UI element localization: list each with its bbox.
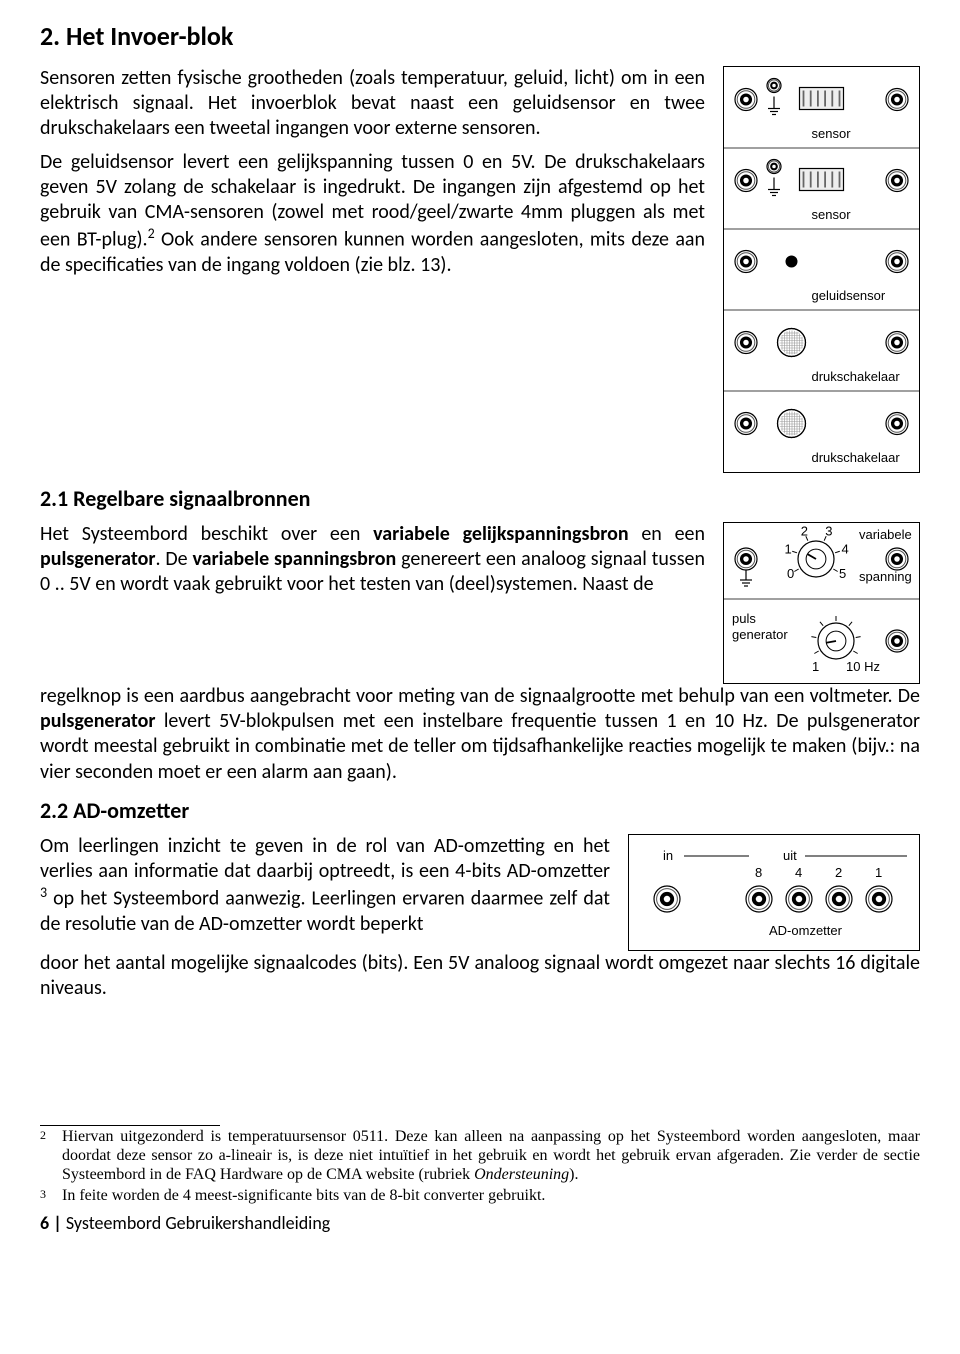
col-intro-text: Sensoren zetten fysische grootheden (zoa… [40, 66, 705, 286]
paragraph: Om leerlingen inzicht te geven in de rol… [40, 834, 610, 937]
document-page: 2. Het Invoer-blok Sensoren zetten fysis… [0, 0, 960, 1354]
row-intro: Sensoren zetten fysische grootheden (zoa… [40, 66, 920, 473]
col-sources-diagram: 012345variabelespanningpulsgenerator110 … [723, 522, 920, 684]
spacer [40, 1009, 920, 1119]
row-sources: Het Systeembord beschikt over een variab… [40, 522, 920, 684]
svg-text:geluidsensor: geluidsensor [812, 288, 886, 303]
svg-text:2: 2 [835, 865, 842, 880]
svg-text:10 Hz: 10 Hz [846, 659, 880, 674]
svg-text:8: 8 [755, 865, 762, 880]
footnote-marker: 2 [40, 1128, 52, 1185]
footnote-text: Hiervan uitgezonderd is temperatuursenso… [62, 1128, 920, 1185]
svg-text:1: 1 [812, 659, 819, 674]
footnote-text: In feite worden de 4 meest-significante … [62, 1187, 920, 1206]
col-sources-text: Het Systeembord beschikt over een variab… [40, 522, 705, 606]
paragraph: regelknop is een aardbus aangebracht voo… [40, 684, 920, 785]
subsection-heading: 2.2 AD-omzetter [40, 797, 920, 824]
footnotes: 2 Hiervan uitgezonderd is temperatuursen… [40, 1128, 920, 1206]
svg-text:4: 4 [842, 542, 849, 557]
paragraph: Sensoren zetten fysische grootheden (zoa… [40, 66, 705, 142]
svg-text:drukschakelaar: drukschakelaar [812, 369, 901, 384]
svg-text:0: 0 [787, 566, 794, 581]
footnote-marker: 3 [40, 1187, 52, 1206]
ad-converter-diagram: in uit 8 4 2 1 AD-omzetter [628, 834, 920, 951]
svg-text:2: 2 [801, 524, 808, 539]
subsection-heading: 2.1 Regelbare signaalbronnen [40, 485, 920, 512]
svg-text:uit: uit [783, 848, 797, 863]
col-intro-diagram: sensor sensor geluidsensor drukschakelaar dr… [723, 66, 920, 473]
svg-text:spanning: spanning [859, 569, 912, 584]
svg-text:5: 5 [839, 566, 846, 581]
svg-text:3: 3 [825, 524, 832, 539]
svg-text:1: 1 [784, 542, 791, 557]
svg-text:puls: puls [732, 611, 756, 626]
footnote: 2 Hiervan uitgezonderd is temperatuursen… [40, 1128, 920, 1185]
row-ad: Om leerlingen inzicht te geven in de rol… [40, 834, 920, 951]
paragraph: Het Systeembord beschikt over een variab… [40, 522, 705, 598]
svg-text:sensor: sensor [812, 126, 852, 141]
footnote: 3 In feite worden de 4 meest-significant… [40, 1187, 920, 1206]
page-footer: 6 | Systeembord Gebruikershandleiding [40, 1212, 920, 1234]
svg-text:4: 4 [795, 865, 802, 880]
svg-text:generator: generator [732, 627, 788, 642]
svg-text:in: in [663, 848, 673, 863]
col-ad-text: Om leerlingen inzicht te geven in de rol… [40, 834, 610, 945]
svg-text:drukschakelaar: drukschakelaar [812, 450, 901, 465]
svg-text:sensor: sensor [812, 207, 852, 222]
paragraph: De geluidsensor levert een gelijkspannin… [40, 150, 705, 279]
sensor-block-diagram: sensor sensor geluidsensor drukschakelaar dr… [723, 66, 920, 473]
footnote-rule [40, 1125, 220, 1126]
section-heading: 2. Het Invoer-blok [40, 20, 920, 52]
signal-sources-diagram: 012345variabelespanningpulsgenerator110 … [723, 522, 920, 684]
svg-text:AD-omzetter: AD-omzetter [769, 923, 843, 938]
svg-text:1: 1 [875, 865, 882, 880]
paragraph: door het aantal mogelijke signaalcodes (… [40, 951, 920, 1001]
svg-text:variabele: variabele [859, 527, 912, 542]
col-ad-diagram: in uit 8 4 2 1 AD-omzetter [628, 834, 920, 951]
